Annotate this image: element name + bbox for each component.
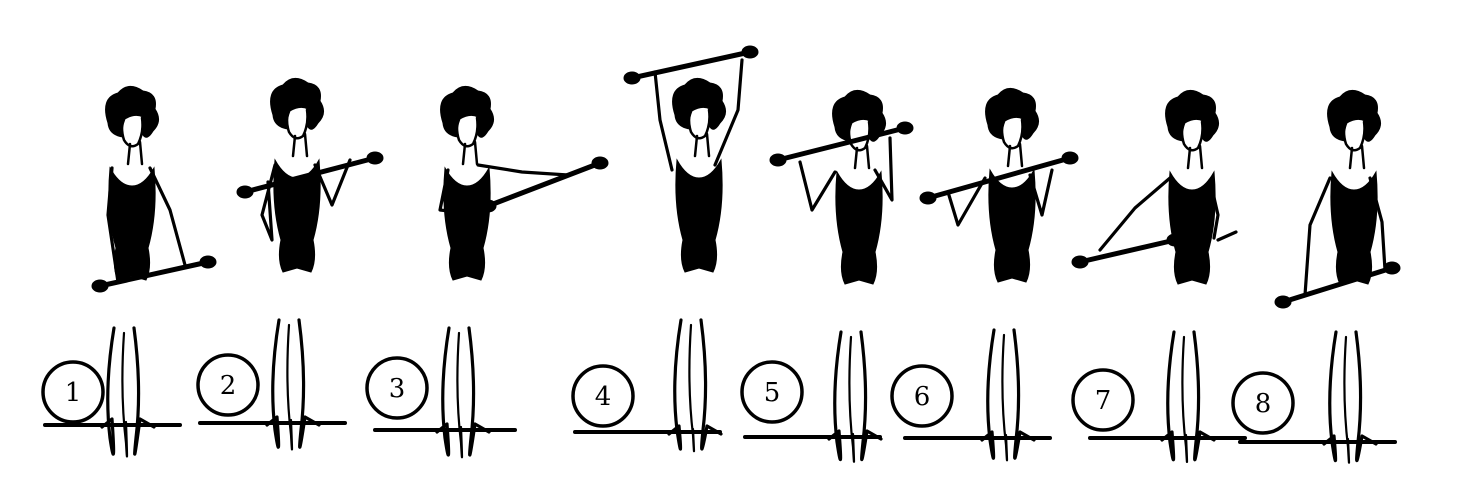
- gym-stick: [1280, 265, 1395, 305]
- stick-end: [1166, 233, 1184, 247]
- arms: [438, 163, 570, 217]
- exercise-figure-1: 1: [41, 86, 217, 458]
- stick-end: [91, 279, 109, 293]
- inner-leg-line: [286, 323, 294, 451]
- step-number-label: 2: [220, 371, 237, 401]
- stick-end: [1061, 151, 1079, 165]
- step-number-circle: [890, 364, 954, 428]
- neck: [1186, 144, 1204, 170]
- stick-end: [236, 185, 254, 199]
- stick-end: [479, 199, 497, 213]
- gym-stick: [775, 125, 908, 163]
- hair: [1165, 90, 1219, 142]
- leotard: [1330, 170, 1378, 285]
- exercise-figure-6: 6: [890, 88, 1079, 462]
- neck: [853, 144, 871, 170]
- legs: [1322, 330, 1378, 463]
- gym-stick: [925, 155, 1073, 201]
- legs: [827, 330, 883, 462]
- exercise-figure-7: 7: [1071, 90, 1247, 463]
- inner-leg-line: [1343, 335, 1351, 464]
- arms: [946, 168, 1054, 227]
- neck: [126, 140, 144, 166]
- arms: [106, 166, 187, 284]
- step-number-label: 8: [1255, 389, 1272, 419]
- legs: [667, 318, 723, 451]
- step-number-circle: [41, 360, 105, 424]
- exercise-figure-2: 2: [196, 78, 384, 451]
- step-number-label: 1: [65, 378, 82, 408]
- hair: [105, 86, 159, 138]
- step-number-label: 7: [1095, 386, 1112, 416]
- step-number-circle: [1231, 371, 1295, 435]
- step-number-label: 5: [764, 378, 781, 408]
- neck: [1348, 144, 1366, 170]
- inner-leg-line: [121, 331, 129, 458]
- step-number-circle: [1071, 368, 1135, 432]
- stick-end: [896, 121, 914, 135]
- leotard: [675, 158, 723, 273]
- gym-stick: [485, 160, 603, 209]
- step-number-label: 6: [914, 382, 931, 412]
- stick-end: [769, 153, 787, 167]
- stick-end: [1071, 255, 1089, 269]
- legs: [1160, 330, 1216, 462]
- leotard: [835, 170, 883, 285]
- stick-end: [366, 151, 384, 165]
- exercise-figure-4: 4: [571, 45, 759, 453]
- exercise-figure-8: 8: [1231, 90, 1401, 464]
- inner-leg-line: [848, 335, 856, 463]
- leotard: [988, 168, 1036, 283]
- stick-end: [591, 156, 609, 170]
- leotard: [1168, 170, 1216, 285]
- stick-end: [199, 255, 217, 269]
- inner-leg-line: [1001, 333, 1009, 462]
- leotard: [443, 166, 491, 281]
- gym-stick: [97, 259, 211, 289]
- hair: [985, 88, 1039, 140]
- stick-end: [623, 71, 641, 85]
- exercise-figure-5: 5: [740, 90, 914, 463]
- hair: [270, 78, 324, 130]
- legs: [980, 328, 1036, 460]
- gym-stick: [242, 155, 378, 195]
- legs: [265, 318, 321, 449]
- stick-end: [741, 45, 759, 59]
- hair: [672, 78, 726, 130]
- inner-leg-line: [1181, 335, 1189, 463]
- step-number-circle: [365, 356, 429, 420]
- exercise-figure-3: 3: [365, 86, 609, 459]
- neck: [693, 132, 711, 158]
- step-number-label: 3: [389, 374, 406, 404]
- neck: [461, 140, 479, 166]
- step-number-circle: [196, 353, 260, 417]
- arms: [1098, 176, 1238, 252]
- leotard: [108, 166, 156, 281]
- stick-end: [919, 191, 937, 205]
- legs: [435, 326, 491, 457]
- inner-leg-line: [456, 331, 464, 459]
- step-number-circle: [740, 360, 804, 424]
- stick-end: [1383, 261, 1401, 275]
- gym-stick: [1077, 237, 1178, 265]
- legs: [100, 326, 156, 456]
- stick-end: [1274, 295, 1292, 309]
- gym-stick: [629, 49, 753, 81]
- inner-leg-line: [688, 323, 696, 453]
- hair: [440, 86, 494, 138]
- arms: [260, 158, 352, 242]
- neck: [1006, 142, 1024, 168]
- arms: [653, 58, 744, 172]
- neck: [291, 132, 309, 158]
- arms: [1303, 176, 1387, 297]
- step-number-label: 4: [595, 382, 612, 412]
- arms: [798, 136, 894, 212]
- hair: [1327, 90, 1381, 142]
- step-number-circle: [571, 364, 635, 428]
